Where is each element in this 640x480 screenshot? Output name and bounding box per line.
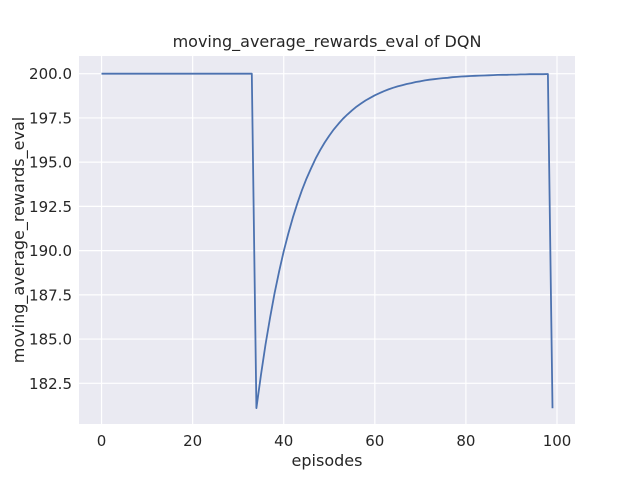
y-tick-label: 195.0 (29, 154, 72, 172)
grid-lines (79, 56, 575, 424)
x-tick-labels: 0 20 40 60 80 100 (97, 432, 572, 450)
x-tick-label: 100 (543, 432, 572, 450)
x-axis-label: episodes (292, 451, 363, 470)
y-tick-labels: 182.5 185.0 187.5 190.0 192.5 195.0 197.5 200.0 (29, 65, 72, 393)
y-tick-label: 185.0 (29, 331, 72, 349)
y-tick-label: 182.5 (29, 375, 72, 393)
y-tick-label: 190.0 (29, 242, 72, 260)
x-tick-label: 0 (97, 432, 107, 450)
x-tick-label: 80 (456, 432, 475, 450)
y-tick-label: 200.0 (29, 65, 72, 83)
x-tick-label: 60 (365, 432, 384, 450)
y-axis-label: moving_average_rewards_eval (9, 117, 29, 363)
axes-background (79, 56, 575, 424)
x-tick-label: 40 (274, 432, 293, 450)
series-line-dqn (101, 72, 554, 409)
y-tick-label: 187.5 (29, 286, 72, 304)
y-tick-label: 192.5 (29, 198, 72, 216)
y-tick-label: 197.5 (29, 109, 72, 127)
chart-title: moving_average_rewards_eval of DQN (173, 32, 482, 52)
x-tick-label: 20 (183, 432, 202, 450)
